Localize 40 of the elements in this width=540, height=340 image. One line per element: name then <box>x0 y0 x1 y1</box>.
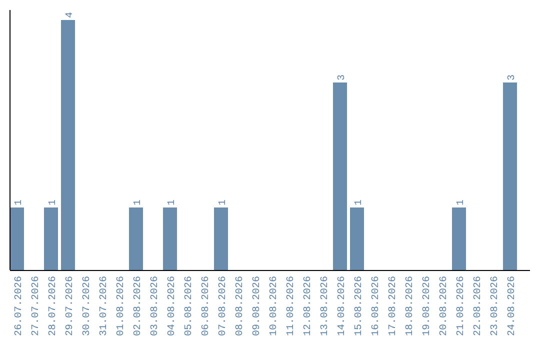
x-tick-label: 02.08.2026 <box>133 276 144 336</box>
x-tick-label: 26.07.2026 <box>14 276 25 336</box>
data-label: 3 <box>507 74 518 80</box>
x-tick-label: 15.08.2026 <box>354 276 365 336</box>
data-label: 1 <box>14 199 25 206</box>
x-tick-label: 09.08.2026 <box>252 276 263 336</box>
x-tick-label: 21.08.2026 <box>456 276 467 336</box>
x-tick-label: 06.08.2026 <box>201 276 212 336</box>
x-tick-label: 24.08.2026 <box>507 276 518 336</box>
x-tick-label: 03.08.2026 <box>150 276 161 336</box>
data-label: 3 <box>337 74 348 80</box>
x-tick-label: 10.08.2026 <box>269 276 280 336</box>
x-tick-label: 23.08.2026 <box>490 276 501 336</box>
x-tick-label: 12.08.2026 <box>303 276 314 336</box>
data-label: 1 <box>133 199 144 206</box>
x-tick-label: 30.07.2026 <box>82 276 93 336</box>
x-tick-label: 29.07.2026 <box>65 276 76 336</box>
x-tick-label: 13.08.2026 <box>320 276 331 336</box>
x-tick-label: 08.08.2026 <box>235 276 246 336</box>
x-tick-label: 22.08.2026 <box>473 276 484 336</box>
x-tick-label: 16.08.2026 <box>371 276 382 336</box>
x-tick-label: 14.08.2026 <box>337 276 348 336</box>
x-tick-label: 17.08.2026 <box>388 276 399 336</box>
x-tick-label: 31.07.2026 <box>99 276 110 336</box>
x-tick-label: 28.07.2026 <box>48 276 59 336</box>
x-tick-label: 01.08.2026 <box>116 276 127 336</box>
x-tick-label: 19.08.2026 <box>422 276 433 336</box>
x-tick-label: 11.08.2026 <box>286 276 297 336</box>
x-tick-label: 18.08.2026 <box>405 276 416 336</box>
x-tick-label: 20.08.2026 <box>439 276 450 336</box>
data-label: 4 <box>65 12 76 18</box>
data-label: 1 <box>456 199 467 206</box>
data-label: 1 <box>48 199 59 206</box>
x-tick-label: 07.08.2026 <box>218 276 229 336</box>
x-tick-label: 04.08.2026 <box>167 276 178 336</box>
x-tick-label: 05.08.2026 <box>184 276 195 336</box>
x-tick-label: 27.07.2026 <box>31 276 42 336</box>
data-label: 1 <box>354 199 365 206</box>
data-label: 1 <box>167 199 178 206</box>
data-label: 1 <box>218 199 229 206</box>
